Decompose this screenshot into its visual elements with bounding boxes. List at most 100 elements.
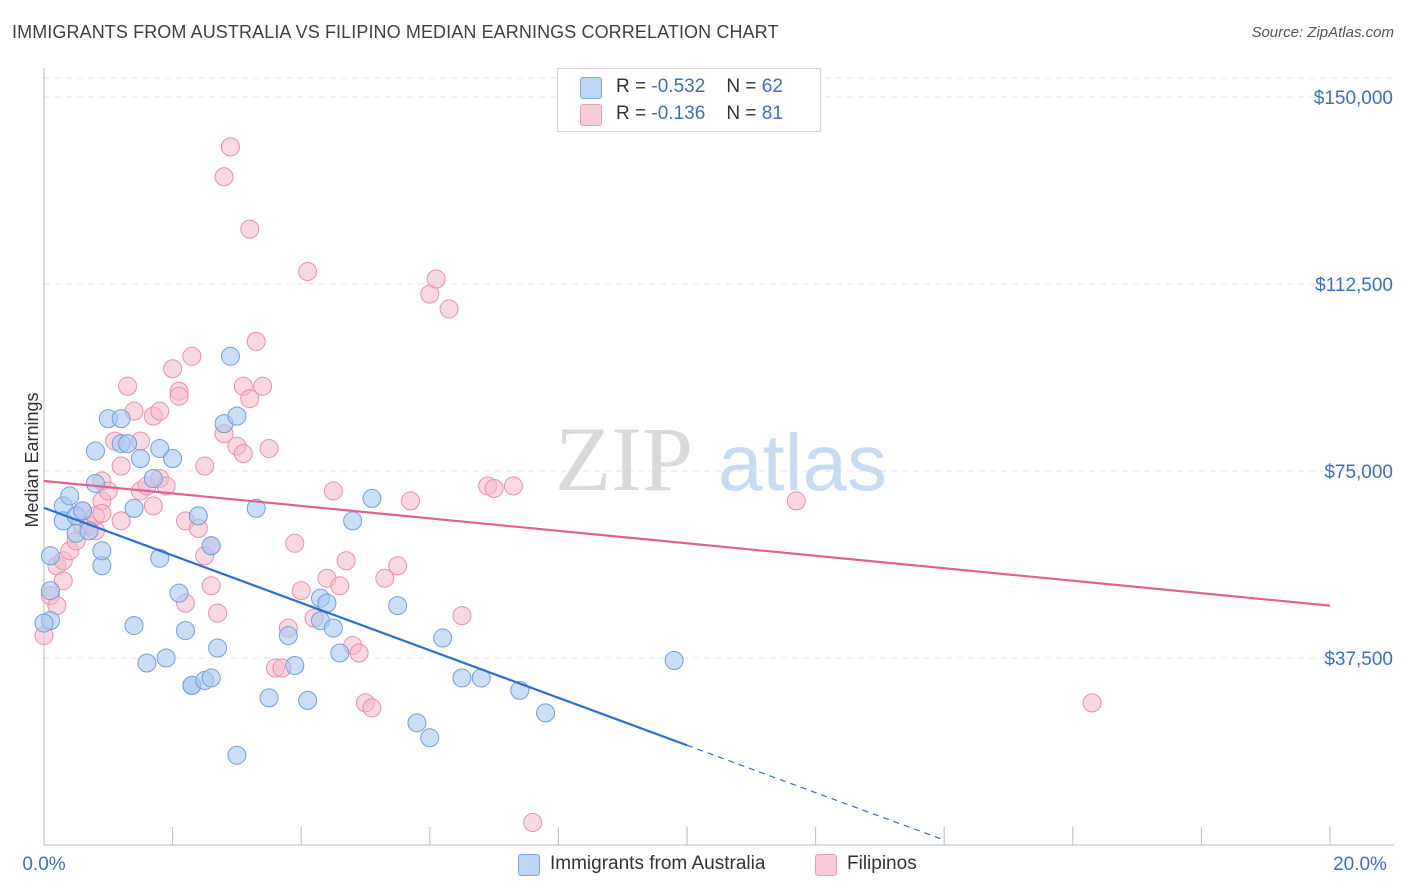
filipino-point [298, 262, 318, 282]
filipino-point [1082, 693, 1102, 713]
australia-point [60, 486, 80, 506]
filipino-point [53, 571, 73, 591]
australia-point [124, 616, 144, 636]
watermark-atlas: atlas [718, 418, 887, 507]
filipino-point [118, 376, 138, 396]
source-label: Source: ZipAtlas.com [1251, 24, 1394, 41]
australia-point [201, 668, 221, 688]
x-tick-label-min: 0.0% [22, 854, 65, 875]
axes [43, 68, 1394, 846]
filipino-point [291, 581, 311, 601]
y-tick-label: $75,000 [1324, 462, 1393, 483]
legend-swatch-australia [580, 77, 602, 99]
legend-n-label: N = [726, 103, 757, 124]
australia-point [143, 468, 163, 488]
filipino-point [349, 643, 369, 663]
filipino-point [439, 299, 459, 319]
filipino-point [163, 359, 183, 379]
australia-point [330, 643, 350, 663]
filipino-point [259, 439, 279, 459]
australia-point [298, 690, 318, 710]
australia-point [163, 449, 183, 469]
australia-point [169, 583, 189, 603]
filipino-point [150, 401, 170, 421]
filipino-point [111, 511, 131, 531]
filipino-point [484, 478, 504, 498]
legend-r-label: R = [616, 103, 647, 124]
filipino-point [523, 813, 543, 833]
filipino-point [401, 491, 421, 511]
filipino-point [214, 167, 234, 187]
australia-point [227, 406, 247, 426]
australia-point [188, 506, 208, 526]
australia-point [285, 655, 305, 675]
australia-trend-extension [686, 744, 945, 841]
legend-label-filipino: Filipinos [847, 853, 917, 874]
filipino-point [362, 698, 382, 718]
filipino-point [111, 456, 131, 476]
y-tick-label: $150,000 [1314, 88, 1393, 109]
australia-point [220, 346, 240, 366]
filipino-point [233, 444, 253, 464]
legend-r-value: -0.136 [651, 103, 706, 124]
australia-point [137, 653, 157, 673]
x-tick-label-max: 20.0% [1333, 854, 1387, 875]
australia-trend-line [43, 506, 688, 747]
filipino-point [285, 533, 305, 553]
australia-point [34, 613, 54, 633]
y-tick-label: $37,500 [1324, 649, 1393, 670]
australia-point [664, 650, 684, 670]
filipino-point [375, 568, 395, 588]
filipino-point [182, 346, 202, 366]
filipino-point [503, 476, 523, 496]
filipino-point [240, 219, 260, 239]
filipino-point [220, 137, 240, 157]
filipino-point [336, 551, 356, 571]
australia-point [227, 745, 247, 765]
filipino-point [143, 496, 163, 516]
australia-point [40, 581, 60, 601]
legend-swatch-filipino [580, 104, 602, 126]
australia-point [124, 498, 144, 518]
filipino-point [388, 556, 408, 576]
australia-point [259, 688, 279, 708]
chart-title: IMMIGRANTS FROM AUSTRALIA VS FILIPINO ME… [12, 22, 779, 42]
filipino-point [786, 491, 806, 511]
australia-point [130, 449, 150, 469]
y-tick-label: $112,500 [1315, 275, 1393, 296]
australia-point [111, 409, 131, 429]
australia-point [156, 648, 176, 668]
filipino-point [452, 606, 472, 626]
australia-point [92, 541, 112, 561]
australia-points [34, 346, 684, 765]
australia-point [150, 439, 170, 459]
australia-point [452, 668, 472, 688]
legend-n-value: 81 [761, 103, 783, 124]
legend-label-australia: Immigrants from Australia [550, 853, 766, 874]
filipino-point [253, 376, 273, 396]
australia-point [536, 703, 556, 723]
y-tick-labels: $150,000 $112,500 $75,000 $37,500 [1314, 88, 1393, 670]
australia-point [433, 628, 453, 648]
australia-point [175, 621, 195, 641]
australia-point [343, 511, 363, 531]
australia-point [85, 441, 105, 461]
filipino-point [246, 331, 266, 351]
australia-point [40, 546, 60, 566]
filipino-point [201, 576, 221, 596]
grid-lines [44, 77, 1394, 659]
australia-point [278, 626, 298, 646]
australia-point [150, 548, 170, 568]
filipino-point [169, 386, 189, 406]
legend-swatch-australia [518, 854, 540, 876]
trend-lines [43, 479, 1331, 841]
australia-point [246, 498, 266, 518]
australia-point [407, 713, 427, 733]
australia-point [388, 596, 408, 616]
filipino-point [426, 269, 446, 289]
filipino-point [323, 481, 343, 501]
legend-r-label: R = [616, 76, 647, 97]
filipino-trend-line [43, 479, 1331, 607]
x-tick-labels: 0.0% 20.0% [22, 854, 1387, 875]
